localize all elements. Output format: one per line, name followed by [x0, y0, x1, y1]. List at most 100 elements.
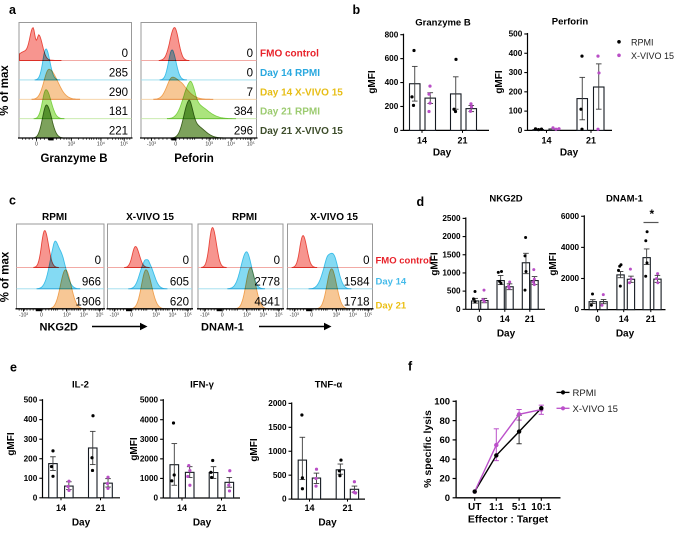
- svg-text:1718: 1718: [344, 296, 370, 308]
- svg-text:0: 0: [477, 314, 482, 324]
- svg-text:500: 500: [273, 471, 287, 480]
- svg-text:Day: Day: [560, 148, 579, 159]
- svg-text:100: 100: [509, 107, 523, 116]
- svg-text:296: 296: [234, 126, 253, 138]
- svg-text:-10³: -10³: [147, 142, 156, 148]
- svg-text:RPMI: RPMI: [631, 37, 654, 47]
- svg-text:10⁵: 10⁵: [184, 312, 192, 318]
- svg-text:1906: 1906: [75, 296, 101, 308]
- svg-text:0: 0: [445, 493, 450, 504]
- svg-text:X-VIVO 15: X-VIVO 15: [126, 212, 174, 223]
- svg-text:IL-2: IL-2: [72, 380, 89, 391]
- svg-text:c: c: [9, 194, 16, 208]
- svg-text:2778: 2778: [254, 276, 280, 288]
- svg-text:f: f: [408, 360, 413, 374]
- svg-text:% of max: % of max: [0, 251, 11, 302]
- svg-text:RPMI: RPMI: [42, 212, 67, 223]
- svg-text:221: 221: [109, 126, 128, 138]
- svg-text:21: 21: [646, 314, 656, 324]
- svg-text:300: 300: [24, 435, 38, 444]
- svg-text:Day: Day: [72, 518, 91, 529]
- svg-text:0: 0: [456, 305, 461, 314]
- svg-text:966: 966: [82, 276, 101, 288]
- svg-text:500: 500: [24, 396, 38, 405]
- svg-text:Day 14: Day 14: [376, 277, 407, 288]
- svg-text:10⁴: 10⁴: [169, 312, 177, 318]
- svg-text:10⁴: 10⁴: [227, 142, 235, 148]
- svg-text:620: 620: [170, 296, 189, 308]
- svg-text:600: 600: [385, 54, 399, 63]
- svg-text:FMO control: FMO control: [376, 256, 432, 267]
- svg-text:0: 0: [95, 255, 101, 267]
- svg-text:21: 21: [525, 314, 535, 324]
- svg-text:0: 0: [33, 493, 38, 502]
- svg-text:Day: Day: [497, 329, 516, 340]
- svg-text:14: 14: [500, 314, 510, 324]
- svg-text:400: 400: [24, 415, 38, 424]
- svg-text:0: 0: [247, 48, 253, 60]
- svg-text:IFN-γ: IFN-γ: [190, 380, 214, 391]
- svg-text:Granzyme B: Granzyme B: [415, 18, 471, 29]
- svg-text:0: 0: [154, 494, 159, 503]
- svg-text:384: 384: [234, 106, 254, 118]
- svg-text:-10³: -10³: [19, 312, 28, 318]
- svg-text:80: 80: [440, 416, 451, 427]
- svg-text:10⁵: 10⁵: [120, 142, 128, 148]
- svg-text:4000: 4000: [140, 415, 159, 424]
- svg-text:DNAM-1: DNAM-1: [201, 322, 244, 334]
- svg-text:RPMI: RPMI: [232, 212, 257, 223]
- svg-text:5000: 5000: [140, 396, 159, 405]
- svg-text:d: d: [417, 195, 425, 209]
- svg-text:10³: 10³: [205, 142, 213, 148]
- svg-text:Granzyme B: Granzyme B: [40, 153, 107, 165]
- svg-text:% specific lysis: % specific lysis: [422, 410, 434, 488]
- svg-text:1000: 1000: [140, 474, 159, 483]
- svg-text:Day: Day: [318, 518, 337, 529]
- svg-text:21: 21: [457, 136, 467, 146]
- svg-text:Day 21 RPMI: Day 21 RPMI: [260, 107, 320, 118]
- svg-text:NKG2D: NKG2D: [40, 322, 79, 334]
- svg-text:10³: 10³: [243, 312, 251, 318]
- svg-text:0: 0: [221, 312, 224, 318]
- svg-text:10³: 10³: [63, 312, 71, 318]
- svg-text:3000: 3000: [140, 435, 159, 444]
- svg-text:Day 14 X-VIVO 15: Day 14 X-VIVO 15: [260, 87, 343, 98]
- svg-text:0: 0: [575, 305, 580, 314]
- svg-text:500: 500: [447, 287, 461, 296]
- svg-text:10³: 10³: [333, 312, 341, 318]
- svg-text:Day 21 X-VIVO 15: Day 21 X-VIVO 15: [260, 126, 343, 137]
- svg-text:1000: 1000: [442, 269, 461, 278]
- svg-text:10³: 10³: [152, 312, 160, 318]
- svg-text:0: 0: [130, 312, 133, 318]
- svg-text:Day: Day: [616, 329, 635, 340]
- svg-text:14: 14: [619, 314, 629, 324]
- svg-text:-10³: -10³: [200, 312, 209, 318]
- svg-text:Day: Day: [193, 518, 212, 529]
- svg-text:7: 7: [247, 87, 253, 99]
- svg-text:X-VIVO 15: X-VIVO 15: [631, 51, 674, 61]
- svg-text:0: 0: [310, 312, 313, 318]
- svg-text:4000: 4000: [561, 243, 580, 252]
- svg-text:1500: 1500: [442, 250, 461, 259]
- svg-text:gMFI: gMFI: [367, 70, 378, 94]
- svg-text:Effector : Target: Effector : Target: [468, 514, 549, 526]
- svg-text:21: 21: [95, 503, 105, 513]
- svg-text:Perforin: Perforin: [552, 17, 589, 28]
- svg-text:10⁴: 10⁴: [349, 312, 357, 318]
- svg-text:a: a: [9, 3, 17, 17]
- svg-text:TNF-α: TNF-α: [315, 380, 343, 391]
- svg-text:14: 14: [304, 503, 314, 513]
- svg-text:2000: 2000: [140, 454, 159, 463]
- svg-text:21: 21: [216, 503, 226, 513]
- svg-text:400: 400: [509, 49, 523, 58]
- svg-text:X-VIVO 15: X-VIVO 15: [573, 404, 618, 415]
- svg-text:b: b: [353, 3, 361, 17]
- svg-text:10⁵: 10⁵: [96, 312, 104, 318]
- svg-text:5:1: 5:1: [512, 502, 527, 513]
- svg-text:0: 0: [40, 312, 43, 318]
- svg-text:200: 200: [509, 87, 523, 96]
- svg-text:2000: 2000: [442, 232, 461, 241]
- svg-text:gMFI: gMFI: [494, 70, 505, 94]
- svg-text:*: *: [650, 207, 655, 221]
- svg-text:0: 0: [183, 255, 189, 267]
